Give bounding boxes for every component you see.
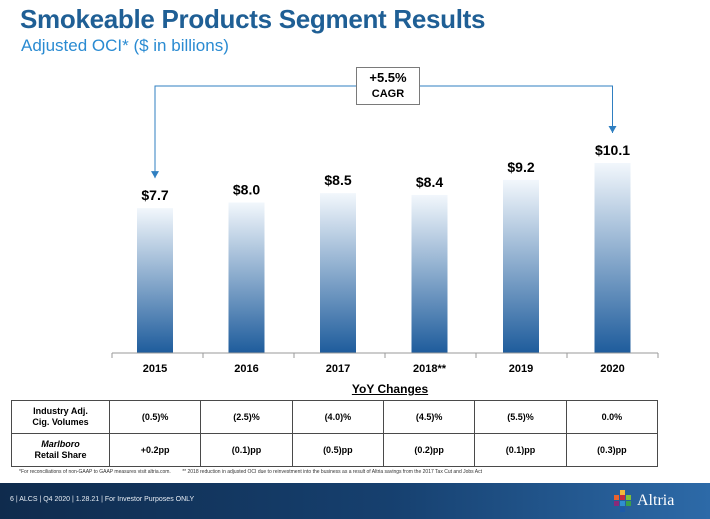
x-tick-label: 2016 — [234, 363, 258, 375]
bar-2015 — [137, 208, 173, 353]
altria-logo-icon — [613, 490, 633, 512]
bar-2017 — [320, 193, 356, 353]
bar-2020 — [594, 163, 631, 353]
row-header-line: Retail Share — [34, 450, 87, 460]
bar-value-label: $8.0 — [233, 182, 260, 198]
footnote-gaap: *For reconciliations of non-GAAP to GAAP… — [19, 469, 171, 475]
table-cell: 0.0% — [565, 400, 659, 434]
table-cell: (0.5)% — [108, 400, 202, 434]
table-cell: (0.2)pp — [382, 433, 476, 467]
row-header-share: Marlboro Retail Share — [11, 433, 110, 467]
bar-value-label: $9.2 — [507, 159, 534, 175]
table-cell: (0.1)pp — [474, 433, 567, 467]
row-header-volumes: Industry Adj. Cig. Volumes — [11, 400, 110, 434]
table-row: Marlboro Retail Share +0.2pp (0.1)pp (0.… — [11, 433, 659, 467]
table-cell: +0.2pp — [108, 433, 202, 467]
row-header-line: Cig. Volumes — [32, 417, 89, 427]
bar-2016 — [228, 202, 265, 353]
row-header-line: Marlboro — [41, 439, 80, 449]
arrow-head-icon — [608, 126, 617, 133]
table-cell: (4.0)% — [291, 400, 384, 434]
page-subtitle: Adjusted OCI* ($ in billions) — [21, 36, 229, 55]
x-tick-label: 2017 — [326, 363, 350, 375]
footnote-2018: ** 2018 reduction in adjusted OCI due to… — [182, 469, 483, 475]
table-cell: (2.5)% — [200, 400, 293, 434]
footer-bar: 6 | ALCS | Q4 2020 | 1.28.21 | For Inves… — [0, 483, 710, 519]
brand-name: Altria — [637, 492, 675, 509]
x-tick-label: 2019 — [509, 363, 533, 375]
yoy-title: YoY Changes — [351, 382, 429, 396]
bar-value-label: $8.5 — [324, 172, 351, 188]
bar-2019 — [503, 179, 539, 353]
bar-value-label: $10.1 — [595, 142, 630, 158]
bar-2018** — [411, 194, 448, 353]
table-cell: (0.5)pp — [291, 433, 384, 467]
footer-text: 6 | ALCS | Q4 2020 | 1.28.21 | For Inves… — [10, 496, 195, 503]
yoy-table: Industry Adj. Cig. Volumes (0.5)% (2.5)%… — [11, 400, 659, 467]
x-tick-label: 2020 — [600, 363, 624, 375]
row-header-line: Industry Adj. — [33, 406, 88, 416]
x-tick-label: 2018** — [413, 363, 447, 375]
table-cell: (4.5)% — [382, 400, 476, 434]
bar-chart: $7.7 $8.0 $8.5 $8.4 $9.2 $10.1 2015 2016 2017 20… — [111, 85, 659, 375]
table-cell: (0.1)pp — [200, 433, 293, 467]
table-row: Industry Adj. Cig. Volumes (0.5)% (2.5)%… — [11, 400, 659, 434]
cagr-callout: +5.5% CAGR — [356, 67, 420, 105]
footnotes: *For reconciliations of non-GAAP to GAAP… — [19, 469, 482, 475]
bar-value-label: $7.7 — [141, 187, 168, 203]
cagr-label: CAGR — [371, 88, 405, 100]
x-tick-label: 2015 — [143, 363, 167, 375]
table-cell: (5.5)% — [474, 400, 567, 434]
bar-value-label: $8.4 — [416, 174, 443, 190]
cagr-value: +5.5% — [369, 70, 407, 85]
table-cell: (0.3)pp — [565, 433, 659, 467]
page-title: Smokeable Products Segment Results — [20, 4, 486, 34]
arrow-head-icon — [151, 171, 159, 179]
